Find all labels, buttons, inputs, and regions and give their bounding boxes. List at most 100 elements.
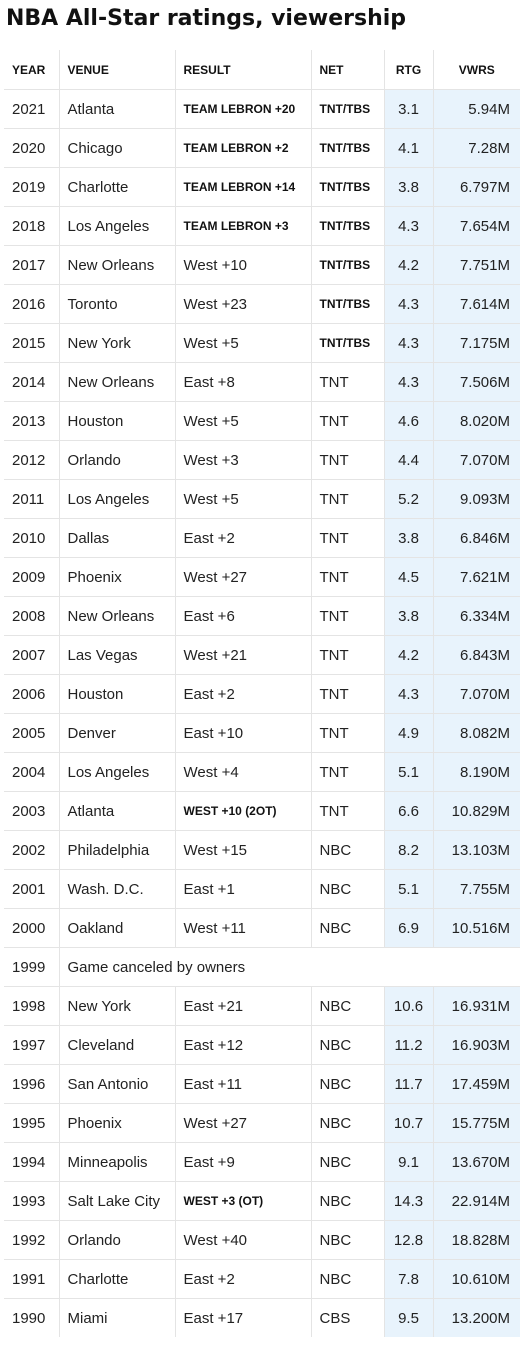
table-row: 2011 Los Angeles West +5 TNT 5.2 9.093M xyxy=(4,479,520,519)
cell-net: TNT xyxy=(310,362,384,402)
cell-vwrs: 15.775M xyxy=(432,1103,520,1143)
header-net: NET xyxy=(310,50,384,90)
cell-net: NBC xyxy=(310,1064,384,1104)
cell-year: 2000 xyxy=(4,908,59,948)
cell-rtg: 4.5 xyxy=(383,557,433,597)
cell-result: TEAM LEBRON +20 xyxy=(174,89,311,129)
cell-result: East +12 xyxy=(174,1025,311,1065)
table-row: 2006 Houston East +2 TNT 4.3 7.070M xyxy=(4,674,520,714)
cell-net: TNT xyxy=(310,596,384,636)
cell-venue: Orlando xyxy=(58,440,175,480)
cell-vwrs: 7.621M xyxy=(432,557,520,597)
cell-rtg: 5.1 xyxy=(383,869,433,909)
cell-result: East +9 xyxy=(174,1142,311,1182)
cell-rtg: 3.1 xyxy=(383,89,433,129)
cell-rtg: 7.8 xyxy=(383,1259,433,1299)
cell-year: 2004 xyxy=(4,752,59,792)
cell-result: East +2 xyxy=(174,1259,311,1299)
cell-year: 2015 xyxy=(4,323,59,363)
cell-net: NBC xyxy=(310,1142,384,1182)
cell-vwrs: 13.103M xyxy=(432,830,520,870)
cell-venue: Charlotte xyxy=(58,167,175,207)
cell-venue: Los Angeles xyxy=(58,479,175,519)
cell-year: 2018 xyxy=(4,206,59,246)
cell-vwrs: 7.070M xyxy=(432,674,520,714)
cell-venue: Cleveland xyxy=(58,1025,175,1065)
cell-venue: Houston xyxy=(58,674,175,714)
cell-rtg: 5.1 xyxy=(383,752,433,792)
cell-rtg: 3.8 xyxy=(383,518,433,558)
cell-venue: Salt Lake City xyxy=(58,1181,175,1221)
cell-venue: San Antonio xyxy=(58,1064,175,1104)
cell-venue: Orlando xyxy=(58,1220,175,1260)
cell-year: 2001 xyxy=(4,869,59,909)
cell-net: TNT/TBS xyxy=(310,167,384,207)
cell-result: West +21 xyxy=(174,635,311,675)
cell-note: Game canceled by owners xyxy=(58,947,520,987)
table-row: 2018 Los Angeles TEAM LEBRON +3 TNT/TBS 4.3 7… xyxy=(4,206,520,246)
cell-net: TNT/TBS xyxy=(310,245,384,285)
cell-venue: Dallas xyxy=(58,518,175,558)
cell-vwrs: 22.914M xyxy=(432,1181,520,1221)
table-row: 1995 Phoenix West +27 NBC 10.7 15.775M xyxy=(4,1103,520,1143)
cell-year: 1993 xyxy=(4,1181,59,1221)
table-row: 1999 Game canceled by owners xyxy=(4,947,520,987)
cell-vwrs: 7.654M xyxy=(432,206,520,246)
table-row: 2002 Philadelphia West +15 NBC 8.2 13.103M xyxy=(4,830,520,870)
table-row: 2012 Orlando West +3 TNT 4.4 7.070M xyxy=(4,440,520,480)
cell-rtg: 4.6 xyxy=(383,401,433,441)
cell-net: NBC xyxy=(310,986,384,1026)
cell-result: West +11 xyxy=(174,908,311,948)
cell-year: 2014 xyxy=(4,362,59,402)
cell-net: TNT xyxy=(310,479,384,519)
cell-venue: Minneapolis xyxy=(58,1142,175,1182)
cell-vwrs: 6.846M xyxy=(432,518,520,558)
cell-venue: Charlotte xyxy=(58,1259,175,1299)
cell-net: TNT/TBS xyxy=(310,206,384,246)
cell-net: TNT xyxy=(310,791,384,831)
table-row: 1994 Minneapolis East +9 NBC 9.1 13.670M xyxy=(4,1142,520,1182)
table-row: 2020 Chicago TEAM LEBRON +2 TNT/TBS 4.1 7.28M xyxy=(4,128,520,168)
cell-year: 2020 xyxy=(4,128,59,168)
cell-venue: Las Vegas xyxy=(58,635,175,675)
cell-vwrs: 6.843M xyxy=(432,635,520,675)
cell-result: West +4 xyxy=(174,752,311,792)
cell-year: 1995 xyxy=(4,1103,59,1143)
cell-rtg: 4.1 xyxy=(383,128,433,168)
cell-result: West +10 xyxy=(174,245,311,285)
cell-venue: New Orleans xyxy=(58,245,175,285)
cell-year: 2002 xyxy=(4,830,59,870)
table-row: 1996 San Antonio East +11 NBC 11.7 17.459M xyxy=(4,1064,520,1104)
cell-result: West +27 xyxy=(174,557,311,597)
cell-vwrs: 10.829M xyxy=(432,791,520,831)
cell-vwrs: 16.931M xyxy=(432,986,520,1026)
table-row: 1998 New York East +21 NBC 10.6 16.931M xyxy=(4,986,520,1026)
cell-net: CBS xyxy=(310,1298,384,1337)
cell-rtg: 8.2 xyxy=(383,830,433,870)
cell-year: 2012 xyxy=(4,440,59,480)
cell-rtg: 4.2 xyxy=(383,635,433,675)
cell-net: NBC xyxy=(310,1220,384,1260)
cell-vwrs: 8.082M xyxy=(432,713,520,753)
cell-result: TEAM LEBRON +14 xyxy=(174,167,311,207)
cell-net: TNT xyxy=(310,713,384,753)
cell-result: East +11 xyxy=(174,1064,311,1104)
table-row: 2019 Charlotte TEAM LEBRON +14 TNT/TBS 3.8 6.… xyxy=(4,167,520,207)
cell-net: TNT xyxy=(310,752,384,792)
cell-net: TNT xyxy=(310,674,384,714)
table-header: YEAR VENUE RESULT NET RTG VWRS xyxy=(4,50,520,90)
cell-year: 1999 xyxy=(4,947,59,987)
cell-net: TNT xyxy=(310,518,384,558)
table-row: 2007 Las Vegas West +21 TNT 4.2 6.843M xyxy=(4,635,520,675)
cell-net: NBC xyxy=(310,1259,384,1299)
cell-rtg: 3.8 xyxy=(383,167,433,207)
cell-year: 2008 xyxy=(4,596,59,636)
cell-result: East +1 xyxy=(174,869,311,909)
cell-vwrs: 7.614M xyxy=(432,284,520,324)
page-title: NBA All-Star ratings, viewership xyxy=(6,6,407,31)
cell-result: East +2 xyxy=(174,674,311,714)
cell-year: 2016 xyxy=(4,284,59,324)
cell-result: West +5 xyxy=(174,401,311,441)
cell-result: TEAM LEBRON +2 xyxy=(174,128,311,168)
cell-vwrs: 7.755M xyxy=(432,869,520,909)
